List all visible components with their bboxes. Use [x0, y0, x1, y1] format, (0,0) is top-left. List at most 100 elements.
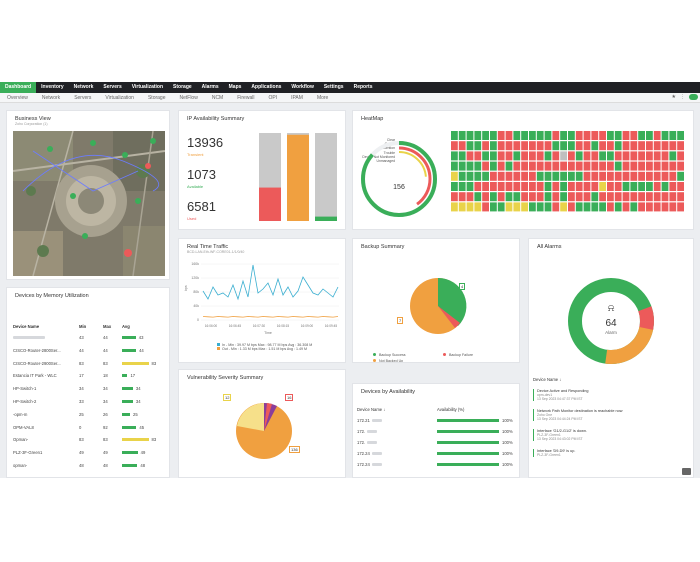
heatmap-cell[interactable] [505, 182, 513, 191]
heatmap-cell[interactable] [529, 151, 536, 161]
topnav-reports[interactable]: Reports [353, 84, 373, 90]
heatmap-cell[interactable] [583, 151, 591, 161]
heatmap-cell[interactable] [591, 131, 599, 140]
heatmap-cell[interactable] [482, 141, 489, 151]
heatmap-cell[interactable] [630, 182, 638, 191]
avail-row-name[interactable]: 172. [357, 429, 378, 434]
heatmap-cell[interactable] [560, 202, 567, 212]
heatmap-cell[interactable] [474, 141, 482, 151]
heatmap-cell[interactable] [622, 151, 630, 161]
heatmap-cell[interactable] [466, 192, 474, 202]
topnav-applications[interactable]: Applications [251, 84, 282, 90]
heatmap-cell[interactable] [521, 171, 528, 181]
subnav-virtualization[interactable]: Virtualization [105, 94, 134, 101]
heatmap-cell[interactable] [451, 131, 458, 140]
heatmap-cell[interactable] [505, 171, 513, 181]
heatmap-cell[interactable] [568, 171, 575, 181]
heatmap-cell[interactable] [599, 161, 606, 171]
chat-icon[interactable] [682, 468, 691, 475]
heatmap-cell[interactable] [505, 151, 513, 161]
heatmap-cell[interactable] [638, 141, 645, 151]
heatmap-cell[interactable] [669, 202, 677, 212]
heatmap-cell[interactable] [451, 202, 458, 212]
heatmap-cell[interactable] [575, 171, 583, 181]
heatmap-cell[interactable] [552, 192, 560, 202]
heatmap-cell[interactable] [466, 161, 474, 171]
heatmap-cell[interactable] [497, 192, 505, 202]
heatmap-cell[interactable] [497, 171, 505, 181]
heatmap-cell[interactable] [638, 151, 645, 161]
heatmap-cell[interactable] [552, 171, 560, 181]
heatmap-cell[interactable] [677, 192, 684, 202]
heatmap-cell[interactable] [568, 182, 575, 191]
heatmap-cell[interactable] [575, 151, 583, 161]
heatmap-cell[interactable] [575, 131, 583, 140]
heatmap-cell[interactable] [568, 151, 575, 161]
subnav-netflow[interactable]: NetFlow [179, 94, 198, 101]
heatmap-cell[interactable] [544, 151, 552, 161]
heatmap-cell[interactable] [505, 192, 513, 202]
heatmap-cell[interactable] [661, 151, 669, 161]
heatmap-cell[interactable] [482, 202, 489, 212]
heatmap-cell[interactable] [607, 192, 614, 202]
business-view-map[interactable] [13, 131, 165, 276]
heatmap-cell[interactable] [529, 192, 536, 202]
heatmap-cell[interactable] [677, 171, 684, 181]
heatmap-cell[interactable] [497, 141, 505, 151]
heatmap-cell[interactable] [474, 192, 482, 202]
heatmap-cell[interactable] [568, 192, 575, 202]
subnav-opi[interactable]: OPI [268, 94, 278, 101]
topnav-workflow[interactable]: Workflow [291, 84, 314, 90]
heatmap-cell[interactable] [630, 151, 638, 161]
heatmap-cell[interactable] [614, 161, 622, 171]
heatmap-cell[interactable] [521, 182, 528, 191]
alarm-event[interactable]: Interface 'G1/2-G1/2' is down. PLZ-3F-Gre… [533, 429, 691, 441]
heatmap-cell[interactable] [513, 182, 521, 191]
heatmap-cell[interactable] [638, 202, 645, 212]
heatmap-cell[interactable] [560, 141, 567, 151]
heatmap-cell[interactable] [669, 182, 677, 191]
heatmap-cell[interactable] [529, 182, 536, 191]
heatmap-cell[interactable] [614, 192, 622, 202]
heatmap-cell[interactable] [630, 161, 638, 171]
heatmap-cell[interactable] [490, 202, 497, 212]
heatmap-cell[interactable] [661, 161, 669, 171]
heatmap-cell[interactable] [653, 141, 661, 151]
heatmap-cell[interactable] [474, 182, 482, 191]
heatmap-cell[interactable] [677, 161, 684, 171]
heatmap-cell[interactable] [536, 202, 544, 212]
heatmap-cell[interactable] [583, 171, 591, 181]
heatmap-cell[interactable] [646, 182, 653, 191]
heatmap-cell[interactable] [599, 151, 606, 161]
heatmap-cell[interactable] [599, 192, 606, 202]
heatmap-cell[interactable] [536, 151, 544, 161]
heatmap-cell[interactable] [669, 161, 677, 171]
topnav-settings[interactable]: Settings [323, 84, 344, 90]
heatmap-cell[interactable] [677, 131, 684, 140]
backup-pie[interactable] [403, 271, 473, 341]
heatmap-cell[interactable] [677, 182, 684, 191]
heatmap-cell[interactable] [490, 192, 497, 202]
topnav-inventory[interactable]: Inventory [41, 84, 64, 90]
heatmap-cell[interactable] [536, 182, 544, 191]
heatmap-cell[interactable] [505, 141, 513, 151]
heatmap-cell[interactable] [529, 202, 536, 212]
heatmap-cell[interactable] [591, 182, 599, 191]
heatmap-cell[interactable] [646, 141, 653, 151]
heatmap-cell[interactable] [661, 182, 669, 191]
heatmap-cell[interactable] [536, 171, 544, 181]
subnav-more[interactable]: More [316, 94, 329, 101]
heatmap-cell[interactable] [451, 182, 458, 191]
heatmap-cell[interactable] [490, 131, 497, 140]
heatmap-cell[interactable] [458, 171, 466, 181]
heatmap-cell[interactable] [458, 192, 466, 202]
heatmap-cell[interactable] [638, 192, 645, 202]
heatmap-cell[interactable] [482, 171, 489, 181]
avail-row-name[interactable]: 172. [357, 440, 378, 445]
heatmap-cell[interactable] [575, 202, 583, 212]
heatmap-cell[interactable] [529, 131, 536, 140]
heatmap-cell[interactable] [521, 161, 528, 171]
ip-bar-orange[interactable] [287, 134, 309, 221]
traffic-out-line[interactable] [202, 316, 339, 318]
heatmap-cell[interactable] [458, 161, 466, 171]
